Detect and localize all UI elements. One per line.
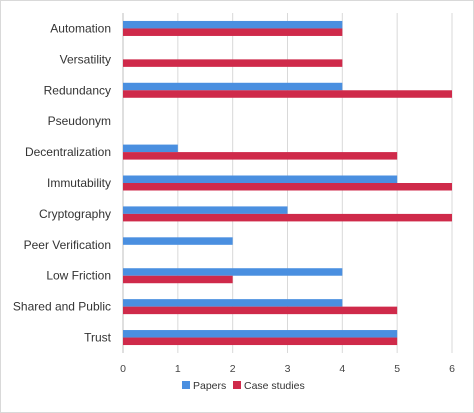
category-label-automation: Automation (50, 21, 111, 35)
bar-case-studies-cryptography (123, 213, 452, 222)
x-tick-label: 4 (339, 363, 345, 375)
category-label-versatility: Versatility (60, 52, 111, 66)
bar-papers-redundancy (123, 82, 343, 91)
x-tick-label: 6 (449, 363, 455, 375)
x-tick-label: 3 (285, 363, 291, 375)
category-label-cryptography: Cryptography (39, 207, 111, 221)
category-label-pseudonym: Pseudonym (48, 114, 111, 128)
x-tick-label: 5 (394, 363, 400, 375)
x-tick-label: 0 (120, 363, 126, 375)
bar-papers-automation (123, 20, 343, 29)
category-label-redundancy: Redundancy (44, 83, 111, 97)
bar-papers-decentralization (123, 144, 178, 153)
bar-papers-cryptography (123, 206, 288, 214)
category-label-low-friction: Low Friction (46, 269, 111, 283)
category-label-shared-and-public: Shared and Public (13, 300, 111, 314)
bar-case-studies-automation (123, 28, 343, 36)
x-tick-label: 1 (175, 363, 181, 375)
bar-papers-immutability (123, 175, 398, 183)
bar-case-studies-redundancy (123, 90, 452, 98)
bar-case-studies-trust (123, 337, 398, 346)
legend-label-case-studies: Case studies (244, 380, 305, 392)
category-label-decentralization: Decentralization (25, 145, 111, 159)
bar-case-studies-low-friction (123, 275, 233, 284)
bar-papers-shared-and-public (123, 299, 343, 307)
bar-case-studies-versatility (123, 59, 343, 67)
category-labels: Automation Versatility Redundancy Pseudonym… (13, 21, 112, 344)
bars (123, 20, 452, 346)
legend-swatch-case-studies (233, 381, 241, 389)
legend-label-papers: Papers (193, 380, 226, 392)
category-label-peer-verification: Peer Verification (24, 238, 111, 252)
legend-swatch-papers (182, 381, 190, 389)
bar-case-studies-immutability (123, 183, 452, 191)
category-label-trust: Trust (84, 331, 112, 345)
bar-papers-trust (123, 330, 398, 338)
bar-papers-low-friction (123, 268, 343, 276)
bar-papers-peer-verification (123, 237, 233, 245)
bar-case-studies-shared-and-public (123, 306, 398, 315)
x-tick-labels: 0 1 2 3 4 5 6 (120, 363, 455, 375)
legend: Papers Case studies (182, 380, 305, 392)
x-tick-label: 2 (230, 363, 236, 375)
bar-case-studies-decentralization (123, 152, 398, 160)
category-label-immutability: Immutability (47, 176, 111, 190)
